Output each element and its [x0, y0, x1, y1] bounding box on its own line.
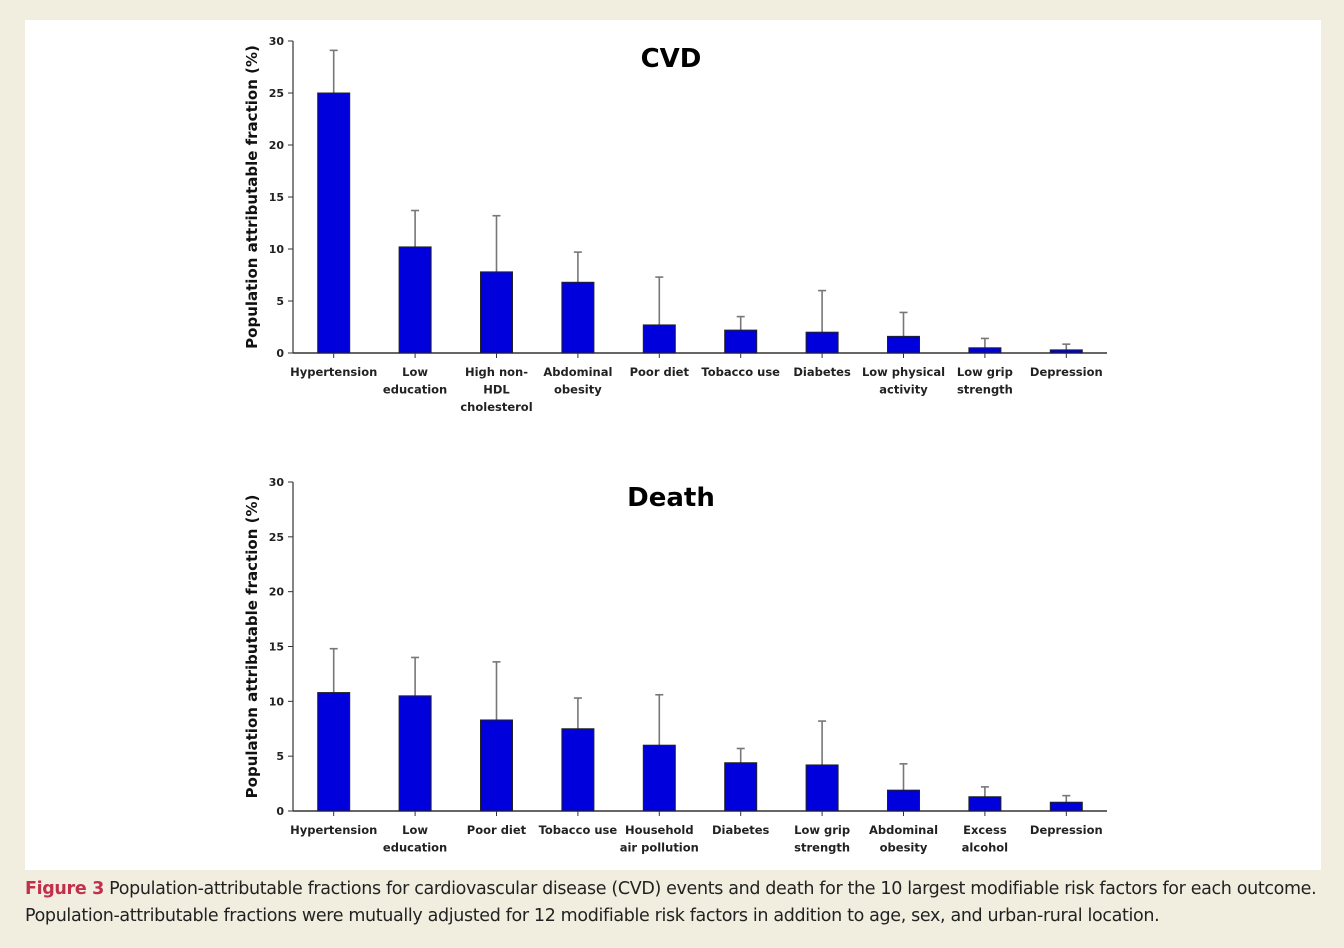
- bar: [317, 92, 351, 354]
- x-tick-label-line: Low: [402, 365, 428, 379]
- x-tick-label: Hypertension: [290, 365, 377, 379]
- y-tick-label: 5: [276, 295, 284, 308]
- bar: [1049, 801, 1083, 812]
- x-tick-label: Depression: [1030, 823, 1103, 837]
- bar: [724, 329, 758, 354]
- bar: [561, 728, 595, 812]
- chart-death: Death Population attributable fraction (%…: [243, 476, 1107, 855]
- chart-cvd: CVD Population attributable fraction (%) 0…: [243, 35, 1107, 414]
- bar: [317, 692, 351, 812]
- x-tick-label-line: air pollution: [620, 841, 699, 855]
- x-tick-label-line: Depression: [1030, 823, 1103, 837]
- figure-charts: CVD Population attributable fraction (%) 0…: [243, 35, 1107, 855]
- x-tick-label: Diabetes: [712, 823, 770, 837]
- x-tick-label: Tobacco use: [701, 365, 780, 379]
- bar: [887, 335, 920, 354]
- figure-caption: Figure 3 Population-attributable fractio…: [25, 876, 1325, 930]
- bar: [805, 764, 839, 812]
- x-tick-label-line: Tobacco use: [539, 823, 618, 837]
- x-tick-label: Depression: [1030, 365, 1103, 379]
- x-tick-label-line: education: [383, 383, 447, 397]
- bar: [968, 347, 1002, 354]
- x-tick-label-line: Tobacco use: [701, 365, 780, 379]
- x-tick-label-line: strength: [794, 841, 850, 855]
- x-tick-label: Abdominal obesity: [543, 365, 612, 397]
- figure-panel: [25, 20, 1321, 870]
- x-tick-label-line: alcohol: [962, 841, 1008, 855]
- x-tick-label: Poor diet: [467, 823, 527, 837]
- x-tick-label-line: Depression: [1030, 365, 1103, 379]
- bar: [642, 324, 676, 354]
- x-tick-label-line: HDL: [483, 383, 510, 397]
- caption-text: Population-attributable fractions for ca…: [25, 879, 1317, 926]
- y-tick-label: 10: [269, 243, 285, 256]
- y-tick-label: 20: [269, 139, 285, 152]
- y-axis-label: Population attributable fraction (%): [243, 495, 261, 799]
- y-tick-label: 25: [269, 531, 284, 544]
- x-tick-label: Tobacco use: [539, 823, 618, 837]
- y-tick-label: 10: [269, 695, 285, 708]
- x-tick-label-line: Diabetes: [712, 823, 770, 837]
- x-tick-label: High non- HDL cholesterol: [460, 365, 532, 414]
- x-tick-label-line: activity: [879, 383, 928, 397]
- bar: [805, 331, 839, 354]
- bar: [480, 271, 513, 354]
- bar: [887, 789, 920, 812]
- x-tick-label-line: Hypertension: [290, 823, 377, 837]
- bar: [968, 796, 1002, 812]
- x-tick-label: Hypertension: [290, 823, 377, 837]
- bar: [724, 762, 758, 812]
- x-tick-label: Diabetes: [793, 365, 851, 379]
- x-tick-label-line: Poor diet: [630, 365, 690, 379]
- x-tick-label-line: High non-: [465, 365, 528, 379]
- x-tick-label: Low education: [383, 365, 447, 397]
- y-tick-label: 30: [269, 35, 285, 48]
- bar: [561, 281, 595, 354]
- x-tick-label: Poor diet: [630, 365, 690, 379]
- x-tick-label-line: Low grip: [957, 365, 1013, 379]
- x-tick-label: Household air pollution: [620, 823, 699, 855]
- x-tick-label-line: cholesterol: [460, 400, 532, 414]
- y-axis-label: Population attributable fraction (%): [243, 45, 261, 349]
- x-tick-label: Abdominal obesity: [869, 823, 938, 855]
- y-tick-label: 5: [276, 750, 284, 763]
- x-tick-label-line: Poor diet: [467, 823, 527, 837]
- x-tick-label: Low grip strength: [957, 365, 1013, 397]
- chart-title: Death: [627, 483, 715, 513]
- x-tick-label: Low physical activity: [862, 365, 945, 397]
- x-tick-label-line: obesity: [880, 841, 928, 855]
- bar: [480, 719, 513, 812]
- x-tick-label-line: Abdominal: [543, 365, 612, 379]
- x-tick-label-line: Low physical: [862, 365, 945, 379]
- bar: [398, 695, 432, 812]
- x-tick-label-line: strength: [957, 383, 1013, 397]
- x-tick-label-line: Low grip: [794, 823, 850, 837]
- y-tick-label: 0: [276, 805, 284, 818]
- x-tick-label: Low grip strength: [794, 823, 850, 855]
- y-tick-label: 30: [269, 476, 285, 489]
- bar: [398, 246, 432, 354]
- y-tick-label: 15: [269, 191, 284, 204]
- y-tick-label: 20: [269, 586, 285, 599]
- chart-title: CVD: [641, 44, 702, 74]
- bar: [642, 744, 676, 812]
- x-tick-label-line: education: [383, 841, 447, 855]
- x-tick-label: Low education: [383, 823, 447, 855]
- x-tick-label-line: Excess: [963, 823, 1007, 837]
- x-tick-label-line: Diabetes: [793, 365, 851, 379]
- figure-label: Figure 3: [25, 879, 104, 899]
- y-tick-label: 0: [276, 347, 284, 360]
- x-tick-label-line: Household: [625, 823, 694, 837]
- x-tick-label-line: Low: [402, 823, 428, 837]
- bar: [1049, 349, 1083, 354]
- y-tick-label: 25: [269, 87, 284, 100]
- x-tick-label: Excess alcohol: [962, 823, 1008, 855]
- x-tick-label-line: obesity: [554, 383, 602, 397]
- y-tick-label: 15: [269, 641, 284, 654]
- x-tick-label-line: Abdominal: [869, 823, 938, 837]
- x-tick-label-line: Hypertension: [290, 365, 377, 379]
